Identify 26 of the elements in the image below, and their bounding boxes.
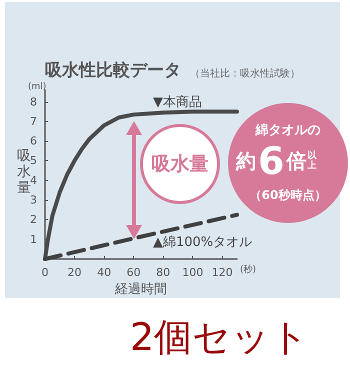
y-tick-label: 4: [30, 174, 37, 187]
text: 2個セット: [130, 314, 310, 361]
x-tick-label: 100: [182, 266, 204, 279]
x-tick-label: 0: [42, 266, 48, 279]
y-tick-label: 3: [30, 194, 37, 207]
x-tick-label: 40: [97, 266, 112, 279]
series-label: ▲綿100%タオル: [153, 235, 252, 250]
y-tick-label: 5: [30, 154, 37, 168]
y-tick-label: 6: [30, 134, 37, 148]
x-tick-label: 60: [126, 266, 141, 279]
y-tick-label: 2: [30, 213, 37, 226]
series-label: ▼本商品: [153, 95, 202, 110]
y-tick-label: 1: [30, 232, 37, 246]
annotation: 約: [236, 148, 256, 174]
x-axis-title: 経過時間: [114, 282, 167, 297]
chart-title: 吸水性比較データ: [45, 60, 181, 80]
annotation: (ml): [28, 82, 46, 92]
y-tick-label: 8: [30, 95, 37, 108]
text: (秒): [240, 264, 256, 276]
x-tick-label: 120: [212, 266, 233, 279]
x-tick-label: 20: [68, 266, 82, 279]
x-tick-label: 80: [156, 266, 170, 279]
text: 吸水量: [17, 148, 31, 196]
chart-subtitle: （当社比：吸水性試験）: [190, 68, 300, 80]
y-axis-title: 吸水量: [150, 152, 210, 177]
y-tick-label: 7: [30, 114, 37, 128]
